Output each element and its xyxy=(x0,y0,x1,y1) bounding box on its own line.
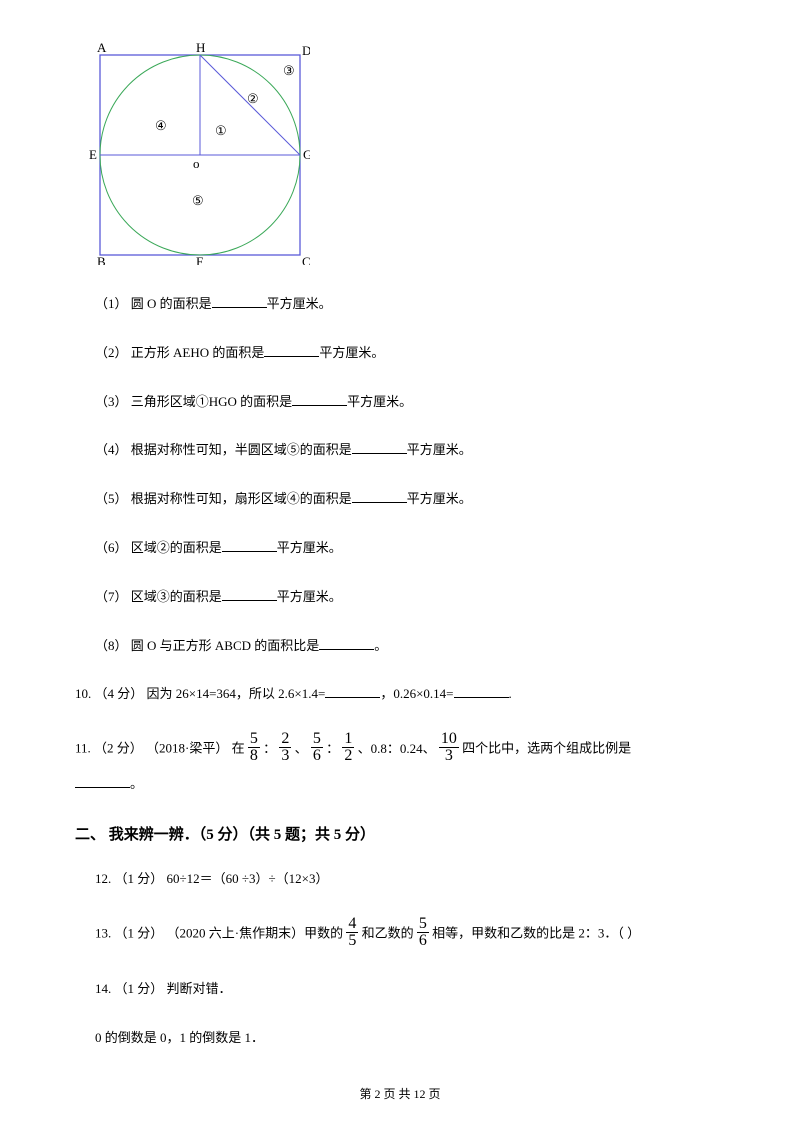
sub-question: （8） 圆 O 与正方形 ABCD 的面积比是 。 xyxy=(95,636,725,657)
blank xyxy=(212,294,267,308)
blank xyxy=(319,636,374,650)
fraction: 23 xyxy=(279,731,291,764)
sub-question: （5） 根据对称性可知，扇形区域④的面积是 平方厘米。 xyxy=(95,489,725,510)
question-13: 13. （1 分） （2020 六上·焦作期末）甲数的 45 和乙数的 56 相… xyxy=(95,918,725,951)
fraction: 56 xyxy=(311,731,323,764)
question-text: （7） 区域③的面积是 xyxy=(95,589,222,604)
svg-text:②: ② xyxy=(247,91,259,106)
q13-mid: 和乙数的 xyxy=(358,925,417,940)
question-text: （6） 区域②的面积是 xyxy=(95,540,222,555)
sub-question: （7） 区域③的面积是 平方厘米。 xyxy=(95,587,725,608)
q10-prefix: 10. （4 分） 因为 26×14=364，所以 2.6×1.4= xyxy=(75,686,325,701)
question-14: 14. （1 分） 判断对错． xyxy=(95,979,725,1000)
fraction: 58 xyxy=(248,731,260,764)
svg-text:C: C xyxy=(302,254,310,265)
q10-end: . xyxy=(509,686,512,701)
q13-prefix: 13. （1 分） （2020 六上·焦作期末）甲数的 xyxy=(95,925,346,940)
blank xyxy=(222,587,277,601)
question-text: 平方厘米。 xyxy=(277,589,342,604)
question-text: （2） 正方形 AEHO 的面积是 xyxy=(95,345,264,360)
svg-text:H: H xyxy=(196,40,205,55)
svg-text:G: G xyxy=(303,147,310,162)
fraction: 103 xyxy=(439,731,459,764)
svg-text:⑤: ⑤ xyxy=(192,193,204,208)
page-footer: 第 2 页 共 12 页 xyxy=(0,1085,800,1102)
sub-question: （2） 正方形 AEHO 的面积是 平方厘米。 xyxy=(95,343,725,364)
question-14b: 0 的倒数是 0，1 的倒数是 1． xyxy=(95,1028,725,1049)
question-text: 平方厘米。 xyxy=(407,442,472,457)
svg-text:B: B xyxy=(97,254,106,265)
blank xyxy=(454,684,509,698)
blank xyxy=(352,440,407,454)
question-text: （3） 三角形区域①HGO 的面积是 xyxy=(95,394,292,409)
section-2-header: 二、 我来辨一辨．（5 分）（共 5 题；共 5 分） xyxy=(75,823,725,844)
question-10: 10. （4 分） 因为 26×14=364，所以 2.6×1.4= ，0.26×… xyxy=(75,684,725,705)
blank xyxy=(352,489,407,503)
svg-text:④: ④ xyxy=(155,118,167,133)
question-text: 平方厘米。 xyxy=(319,345,384,360)
question-text: 平方厘米。 xyxy=(277,540,342,555)
svg-text:E: E xyxy=(89,147,97,162)
q13-tail: 相等，甲数和乙数的比是 2：3．（ ） xyxy=(429,925,640,940)
question-11b: 。 xyxy=(75,774,725,795)
question-text: 。 xyxy=(374,638,387,653)
svg-text:A: A xyxy=(97,40,107,55)
svg-text:D: D xyxy=(302,43,310,58)
svg-text:③: ③ xyxy=(283,63,295,78)
q11-prefix: 11. （2 分） （2018·梁平） 在 xyxy=(75,741,248,756)
blank xyxy=(292,392,347,406)
svg-text:F: F xyxy=(196,254,203,265)
question-text: （5） 根据对称性可知，扇形区域④的面积是 xyxy=(95,491,352,506)
sub-question: （1） 圆 O 的面积是 平方厘米。 xyxy=(95,294,725,315)
question-12: 12. （1 分） 60÷12＝（60 ÷3）÷（12×3） xyxy=(95,869,725,890)
question-text: 平方厘米。 xyxy=(407,491,472,506)
question-text: （8） 圆 O 与正方形 ABCD 的面积比是 xyxy=(95,638,319,653)
question-text: （4） 根据对称性可知，半圆区域⑤的面积是 xyxy=(95,442,352,457)
question-11: 11. （2 分） （2018·梁平） 在 58 ： 23 、 56 ： 12 … xyxy=(75,733,725,766)
blank xyxy=(325,684,380,698)
svg-text:①: ① xyxy=(215,123,227,138)
question-text: （1） 圆 O 的面积是 xyxy=(95,296,212,311)
q10-mid: ，0.26×0.14= xyxy=(380,686,453,701)
blank xyxy=(264,343,319,357)
svg-text:o: o xyxy=(193,156,200,171)
fraction: 12 xyxy=(342,731,354,764)
blank xyxy=(75,774,130,788)
sub-question: （3） 三角形区域①HGO 的面积是 平方厘米。 xyxy=(95,392,725,413)
question-text: 平方厘米。 xyxy=(267,296,332,311)
sub-question: （4） 根据对称性可知，半圆区域⑤的面积是 平方厘米。 xyxy=(95,440,725,461)
geometry-diagram: A H D E G B F C o ① ② ③ ④ ⑤ xyxy=(85,40,725,269)
blank xyxy=(222,538,277,552)
question-text: 平方厘米。 xyxy=(347,394,412,409)
q11-tail: 四个比中，选两个组成比例是 xyxy=(462,741,631,756)
fraction: 56 xyxy=(417,916,429,949)
sub-question: （6） 区域②的面积是 平方厘米。 xyxy=(95,538,725,559)
fraction: 45 xyxy=(346,916,358,949)
q11-end: 。 xyxy=(130,776,143,791)
